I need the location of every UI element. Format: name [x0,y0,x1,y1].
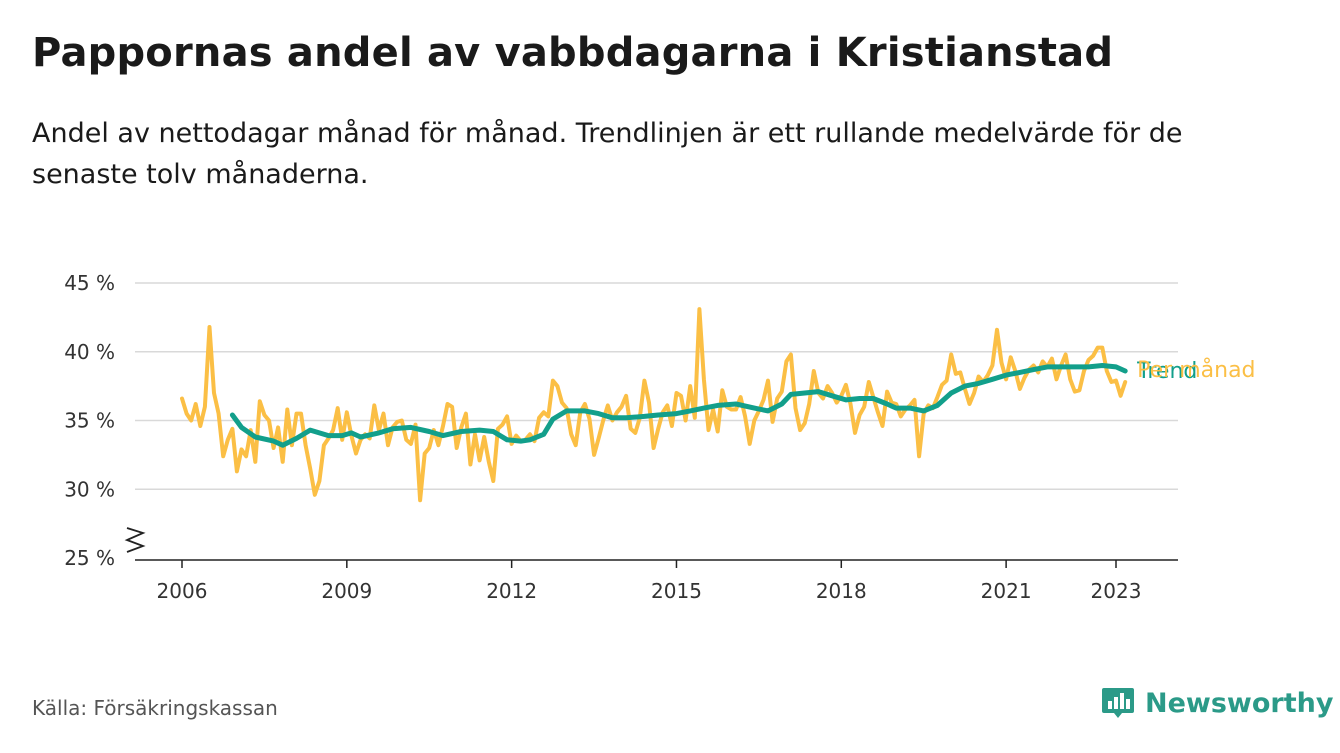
chart-title: Pappornas andel av vabbdagarna i Kristia… [32,30,1114,76]
y-tick-label: 45 % [64,271,115,295]
series-label-per-manad: Per månad [1137,357,1255,383]
y-axis-ticks: 25 % 30 % 35 % 40 % 45 % [64,271,115,570]
chart-subtitle: Andel av nettodagar månad för månad. Tre… [32,118,1183,190]
y-tick-label: 25 % [64,546,115,570]
brand-name: Newsworthy [1145,687,1334,719]
gridlines [124,282,1178,561]
series-line-per-manad [180,307,1128,503]
x-tick-label: 2023 [1091,579,1142,603]
y-tick-label: 40 % [64,340,115,364]
x-axis-ticks: 2006 2009 2012 2015 2018 2021 2023 [157,560,1142,603]
axis-break-icon [124,527,146,553]
series-line-trend [229,363,1128,448]
y-tick-label: 35 % [64,409,115,433]
x-tick-label: 2009 [321,579,372,603]
y-tick-label: 30 % [64,477,115,501]
series-lines [180,307,1128,503]
source-note: Källa: Försäkringskassan [32,696,278,720]
x-tick-label: 2018 [816,579,867,603]
x-tick-label: 2012 [486,579,537,603]
x-tick-label: 2021 [981,579,1032,603]
brand-logo: Newsworthy [1101,683,1333,723]
series-label-trend: Trend [1136,359,1197,384]
x-tick-label: 2006 [157,579,208,603]
bar-chart-bubble-icon [1102,688,1134,718]
x-tick-label: 2015 [651,579,702,603]
